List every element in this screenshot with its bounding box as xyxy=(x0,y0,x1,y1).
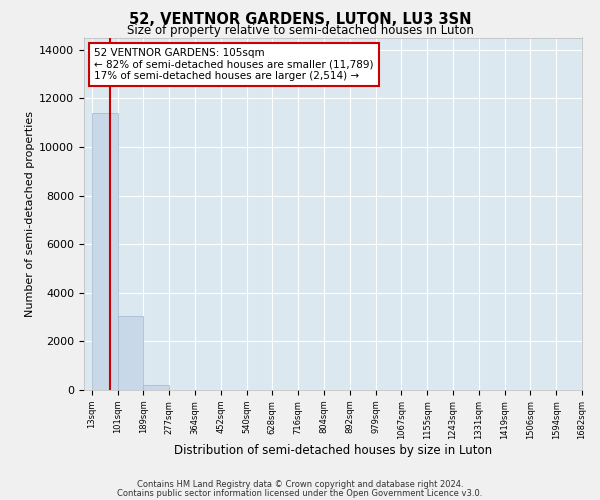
Y-axis label: Number of semi-detached properties: Number of semi-detached properties xyxy=(25,111,35,317)
Bar xyxy=(143,385,169,390)
X-axis label: Distribution of semi-detached houses by size in Luton: Distribution of semi-detached houses by … xyxy=(174,444,492,458)
Text: 52, VENTNOR GARDENS, LUTON, LU3 3SN: 52, VENTNOR GARDENS, LUTON, LU3 3SN xyxy=(129,12,471,28)
Text: Size of property relative to semi-detached houses in Luton: Size of property relative to semi-detach… xyxy=(127,24,473,37)
Bar xyxy=(118,316,143,390)
Text: 52 VENTNOR GARDENS: 105sqm
← 82% of semi-detached houses are smaller (11,789)
17: 52 VENTNOR GARDENS: 105sqm ← 82% of semi… xyxy=(94,48,373,82)
Text: Contains public sector information licensed under the Open Government Licence v3: Contains public sector information licen… xyxy=(118,488,482,498)
Bar xyxy=(92,113,118,390)
Text: Contains HM Land Registry data © Crown copyright and database right 2024.: Contains HM Land Registry data © Crown c… xyxy=(137,480,463,489)
